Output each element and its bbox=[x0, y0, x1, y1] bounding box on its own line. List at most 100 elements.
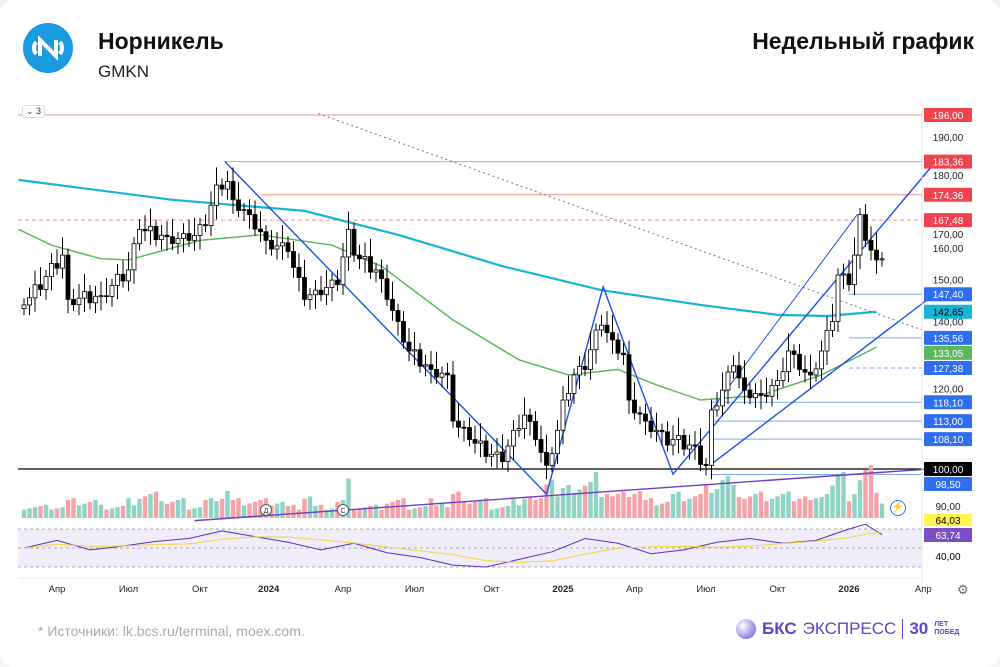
volume-bar bbox=[214, 501, 219, 518]
candle-body bbox=[824, 329, 830, 352]
candle-body bbox=[659, 429, 665, 433]
candle-body bbox=[269, 239, 274, 250]
candle-body bbox=[197, 224, 203, 236]
candle-body bbox=[643, 413, 648, 422]
trendline-long-support bbox=[194, 467, 940, 522]
candle-body bbox=[274, 245, 280, 250]
volume-bar bbox=[841, 471, 846, 518]
candle-body bbox=[687, 444, 692, 450]
volume-bar bbox=[758, 491, 764, 518]
candle-body bbox=[93, 295, 98, 304]
event-marker-label: Д bbox=[264, 508, 269, 515]
volume-bar bbox=[390, 501, 395, 518]
candle-body bbox=[758, 393, 764, 396]
x-tick-label: Апр bbox=[335, 584, 352, 595]
candle-body bbox=[769, 385, 775, 397]
candle-body bbox=[753, 393, 758, 399]
volume-bar bbox=[670, 494, 676, 518]
volume-bar bbox=[566, 485, 571, 518]
volume-bar bbox=[522, 498, 527, 518]
volume-bar bbox=[615, 494, 621, 518]
volume-bar bbox=[764, 501, 769, 518]
volume-bar bbox=[27, 508, 32, 518]
settings-gear-icon[interactable]: ⚙ bbox=[957, 582, 969, 597]
volume-bar bbox=[472, 501, 478, 518]
candle-body bbox=[43, 276, 49, 290]
y-tick-label: 190,00 bbox=[933, 133, 964, 144]
source-note: * Источники: lk.bcs.ru/terminal, moex.co… bbox=[38, 623, 305, 639]
candle-body bbox=[175, 238, 181, 244]
candle-body bbox=[170, 236, 175, 244]
candle-body bbox=[340, 256, 346, 286]
volume-bar bbox=[417, 507, 423, 518]
candle-body bbox=[516, 428, 522, 431]
candle-body bbox=[291, 251, 296, 268]
candle-body bbox=[731, 365, 736, 373]
candle-body bbox=[478, 440, 483, 444]
bks-sphere-icon bbox=[736, 619, 756, 639]
candle-body bbox=[742, 377, 747, 391]
volume-bar bbox=[467, 503, 472, 518]
volume-bar bbox=[203, 500, 208, 518]
volume-bar bbox=[676, 491, 681, 518]
candle-body bbox=[335, 279, 340, 286]
volume-bar bbox=[274, 503, 280, 518]
volume-bar bbox=[434, 505, 439, 518]
volume-bar bbox=[714, 489, 720, 518]
volume-bar bbox=[483, 498, 489, 518]
candle-body bbox=[65, 254, 71, 300]
level-label-bg bbox=[924, 395, 972, 410]
rsi-label-bg bbox=[924, 528, 972, 542]
level-label-bg bbox=[924, 330, 972, 345]
candle-body bbox=[472, 439, 478, 444]
event-marker bbox=[260, 504, 272, 516]
candle-body bbox=[368, 256, 373, 273]
volume-bar bbox=[49, 509, 54, 518]
volume-bar bbox=[230, 500, 236, 518]
level-label-bg bbox=[924, 304, 972, 319]
candle-body bbox=[54, 263, 60, 269]
nornickel-logo bbox=[23, 23, 73, 73]
volume-bar bbox=[93, 500, 98, 518]
volume-bar bbox=[373, 504, 379, 518]
bks-brand-logo: БКС ЭКСПРЕСС 30 ЛЕТ ПОБЕД bbox=[736, 619, 959, 639]
volume-bar bbox=[725, 476, 731, 518]
level-label: 167,48 bbox=[933, 216, 964, 227]
level-label: 108,10 bbox=[933, 435, 964, 446]
candle-body bbox=[225, 180, 230, 190]
volume-bar bbox=[571, 492, 577, 518]
candle-body bbox=[593, 329, 599, 351]
candle-body bbox=[346, 228, 351, 258]
candle-body bbox=[819, 350, 824, 370]
candle-body bbox=[775, 380, 780, 386]
y-tick-label: 150,00 bbox=[933, 276, 964, 287]
candle-body bbox=[566, 393, 571, 401]
candle-body bbox=[263, 231, 269, 241]
candle-body bbox=[791, 350, 797, 355]
candle-body bbox=[852, 254, 857, 286]
candle-body bbox=[351, 228, 357, 256]
candle-body bbox=[797, 353, 802, 370]
volume-bar bbox=[148, 494, 153, 518]
volume-bar bbox=[142, 496, 148, 518]
candle-body bbox=[846, 273, 852, 286]
candle-body bbox=[654, 429, 659, 432]
volume-bar bbox=[560, 488, 566, 518]
volume-bar bbox=[824, 494, 830, 518]
x-tick-label: Апр bbox=[626, 584, 643, 595]
candle-body bbox=[857, 214, 863, 256]
indicator-collapse-button[interactable]: ⌄ 3 bbox=[22, 105, 46, 118]
volume-bar bbox=[555, 496, 560, 518]
volume-bar bbox=[384, 503, 390, 518]
x-tick-label: Июл bbox=[696, 584, 715, 595]
candle-body bbox=[82, 291, 87, 299]
candle-body bbox=[610, 332, 615, 341]
volume-bar bbox=[445, 507, 450, 518]
candle-body bbox=[241, 209, 247, 212]
volume-bar bbox=[236, 498, 241, 518]
candle-body bbox=[148, 225, 153, 232]
lightning-icon[interactable]: ⚡ bbox=[890, 500, 906, 516]
candle-body bbox=[725, 371, 731, 391]
candle-body bbox=[494, 451, 500, 455]
candle-body bbox=[709, 409, 714, 466]
